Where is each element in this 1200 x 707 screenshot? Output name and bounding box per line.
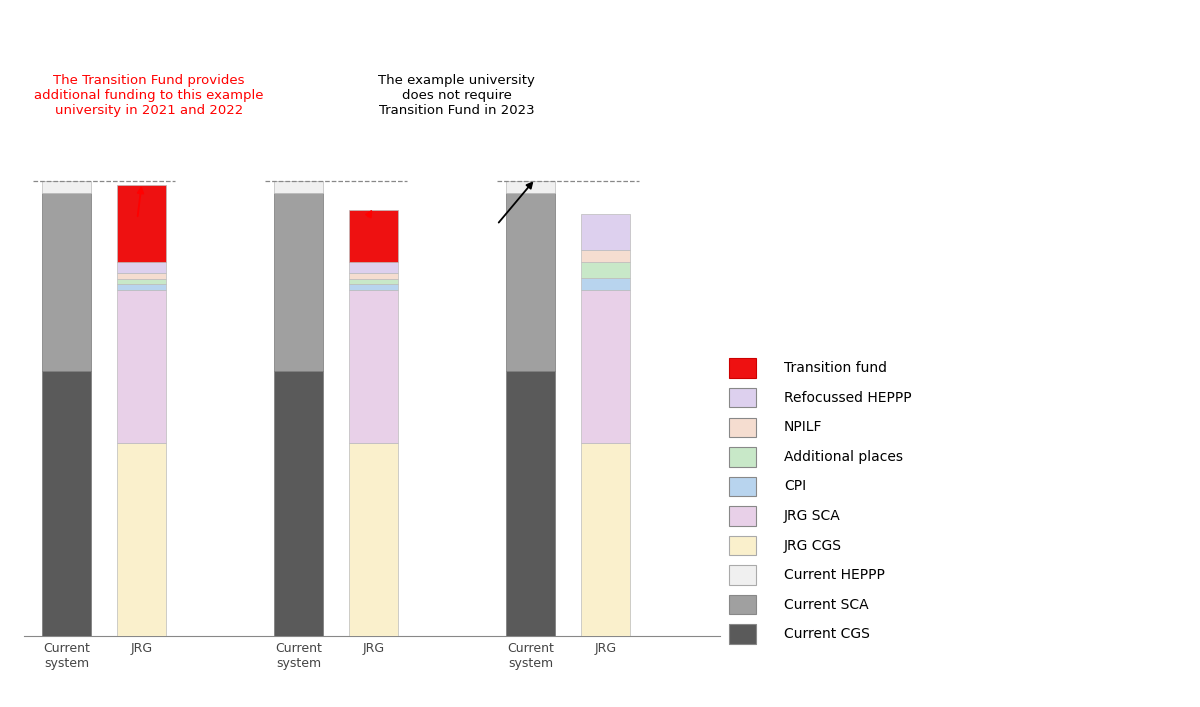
Bar xyxy=(118,279,167,284)
FancyBboxPatch shape xyxy=(730,566,756,585)
Text: years 2021-2023 will be no less than: years 2021-2023 will be no less than xyxy=(752,151,1024,166)
Text: The: The xyxy=(752,64,785,78)
Text: Transition Fund: Transition Fund xyxy=(785,64,912,78)
FancyBboxPatch shape xyxy=(730,447,756,467)
Text: ensures base: ensures base xyxy=(912,64,1015,78)
Text: CPI: CPI xyxy=(784,479,806,493)
FancyBboxPatch shape xyxy=(730,506,756,526)
Text: JRG CGS: JRG CGS xyxy=(784,539,842,553)
Bar xyxy=(349,290,398,443)
Text: Transition fund: Transition fund xyxy=(784,361,887,375)
Bar xyxy=(349,443,398,636)
Text: Current SCA: Current SCA xyxy=(784,597,869,612)
FancyBboxPatch shape xyxy=(730,624,756,644)
Bar xyxy=(349,209,398,262)
Text: Current CGS: Current CGS xyxy=(784,627,870,641)
Bar xyxy=(118,443,167,636)
Bar xyxy=(118,262,167,273)
Bar xyxy=(581,262,630,278)
FancyBboxPatch shape xyxy=(706,27,1196,327)
Bar xyxy=(42,182,91,194)
Text: system.: system. xyxy=(752,283,810,298)
Bar xyxy=(581,250,630,262)
FancyBboxPatch shape xyxy=(730,536,756,555)
Text: The Transition Fund provides
additional funding to this example
university in 20: The Transition Fund provides additional … xyxy=(34,74,264,117)
Bar xyxy=(118,273,167,279)
Bar xyxy=(349,279,398,284)
Bar xyxy=(275,194,323,370)
Bar xyxy=(506,370,556,636)
FancyBboxPatch shape xyxy=(730,418,756,437)
Bar xyxy=(506,194,556,370)
Text: funding under the JRG package in: funding under the JRG package in xyxy=(752,107,1000,122)
Text: have received under the current: have received under the current xyxy=(752,239,990,254)
Bar xyxy=(275,370,323,636)
Bar xyxy=(581,278,630,290)
Text: Additional places: Additional places xyxy=(784,450,902,464)
Bar xyxy=(581,443,630,636)
Bar xyxy=(581,290,630,443)
Bar xyxy=(118,284,167,290)
Text: NPILF: NPILF xyxy=(784,420,822,434)
FancyBboxPatch shape xyxy=(730,477,756,496)
Bar xyxy=(349,284,398,290)
FancyBboxPatch shape xyxy=(730,388,756,407)
Text: base funding the university would: base funding the university would xyxy=(752,195,1002,210)
Bar xyxy=(581,214,630,250)
Bar xyxy=(275,182,323,194)
Text: The example university
does not require
Transition Fund in 2023: The example university does not require … xyxy=(378,74,535,117)
Bar xyxy=(506,182,556,194)
Text: Refocussed HEPPP: Refocussed HEPPP xyxy=(784,391,912,404)
Text: JRG SCA: JRG SCA xyxy=(784,509,840,523)
FancyBboxPatch shape xyxy=(730,358,756,378)
Bar xyxy=(349,273,398,279)
Bar xyxy=(118,185,167,262)
Text: Current HEPPP: Current HEPPP xyxy=(784,568,884,582)
Bar xyxy=(42,194,91,370)
Bar xyxy=(42,370,91,636)
Bar xyxy=(349,262,398,273)
Bar xyxy=(118,290,167,443)
FancyBboxPatch shape xyxy=(730,595,756,614)
